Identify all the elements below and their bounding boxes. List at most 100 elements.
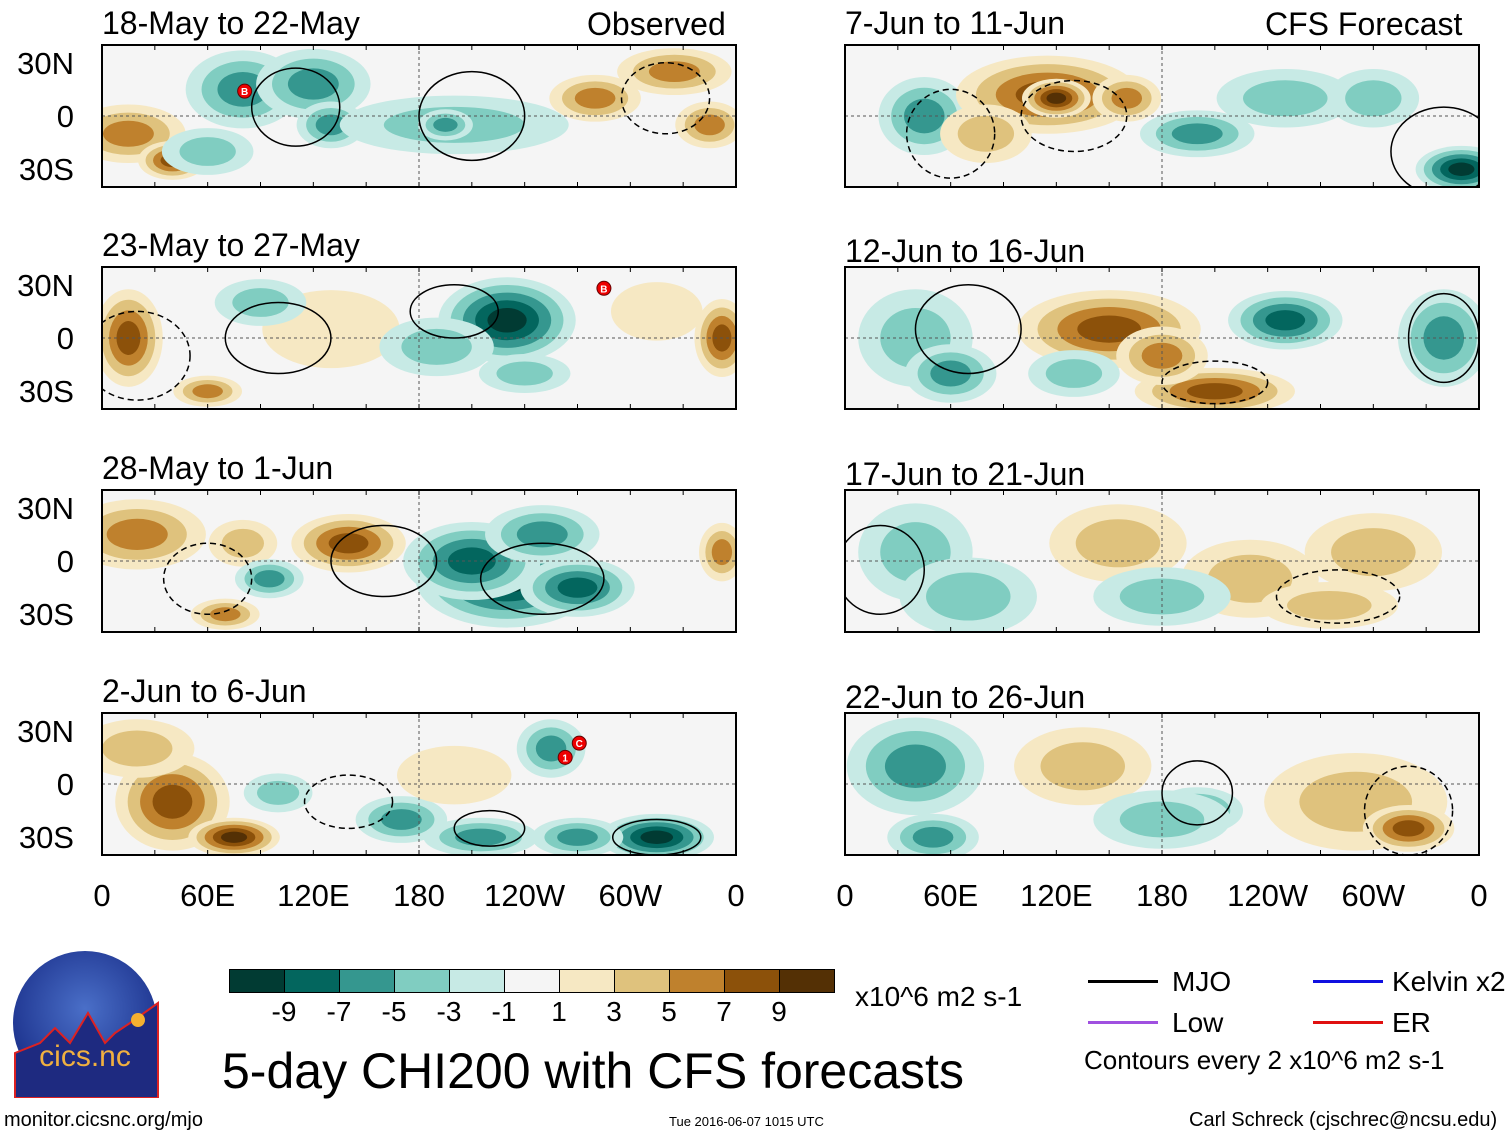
- colorbar: [229, 969, 835, 993]
- mjo-contour: [453, 809, 526, 847]
- anomaly-fill: [1265, 310, 1306, 331]
- panel-title: 18-May to 22-May: [102, 5, 360, 41]
- mjo-contour: [620, 62, 711, 135]
- map-panel: [101, 489, 737, 633]
- anomaly-fill: [256, 780, 300, 805]
- lat-label: 30S: [18, 820, 74, 856]
- colorbar-swatch: [560, 970, 615, 992]
- panel-title: 23-May to 27-May: [102, 227, 360, 263]
- panel-title: 28-May to 1-Jun: [102, 450, 334, 486]
- panel-title: 7-Jun to 11-Jun: [845, 5, 1065, 41]
- mjo-contour: [103, 310, 191, 401]
- legend-kelvin-line: [1313, 980, 1383, 983]
- lat-label: 30S: [18, 152, 74, 188]
- panel-title: 2-Jun to 6-Jun: [102, 673, 307, 709]
- colorbar-swatch: [725, 970, 780, 992]
- lat-label: 0: [56, 544, 74, 579]
- storm-marker-label: C: [576, 739, 583, 750]
- anomaly-fill: [1448, 162, 1475, 176]
- storm-marker-label: B: [241, 87, 248, 98]
- panel-title: 12-Jun to 16-Jun: [845, 233, 1086, 269]
- mjo-contour: [479, 542, 605, 615]
- anomaly-fill: [694, 114, 725, 136]
- colorbar-swatch: [450, 970, 505, 992]
- anomaly-fill: [648, 61, 700, 83]
- mjo-contour: [250, 67, 341, 147]
- storm-marker-icon: [237, 83, 253, 99]
- cics-logo: cics.nc: [13, 951, 159, 1098]
- anomaly-fill: [103, 120, 154, 147]
- anomaly-fill: [1119, 801, 1205, 838]
- anomaly-fill: [610, 282, 703, 341]
- lon-label: 0: [1470, 878, 1488, 913]
- anomaly-fill: [192, 384, 223, 399]
- mjo-contour: [303, 774, 394, 830]
- anomaly-fill: [487, 307, 527, 333]
- map-panel: B: [101, 266, 737, 410]
- colorbar-swatch: [615, 970, 670, 992]
- storm-marker-icon: [596, 280, 612, 296]
- lat-label: 30S: [18, 374, 74, 410]
- colorbar-label: -3: [436, 996, 462, 1027]
- observed-header: Observed: [587, 6, 726, 42]
- lon-label: 0: [93, 878, 111, 913]
- lon-label: 180: [1136, 878, 1188, 913]
- anomaly-fill: [254, 570, 285, 588]
- lon-label: 180: [393, 878, 445, 913]
- anomaly-fill: [106, 518, 168, 550]
- colorbar-label: -1: [491, 996, 517, 1027]
- colorbar-label: 7: [716, 996, 732, 1027]
- anomaly-fill: [433, 117, 458, 132]
- mjo-contour: [846, 524, 925, 615]
- colorbar-swatch: [670, 970, 725, 992]
- figure-title: 5-day CHI200 with CFS forecasts: [222, 1043, 964, 1099]
- forecast-header: CFS Forecast: [1265, 6, 1463, 42]
- storm-marker-icon: [557, 749, 573, 765]
- anomaly-fill: [1423, 316, 1465, 360]
- anomaly-fill: [401, 328, 472, 365]
- legend-mjo: MJO: [1172, 966, 1232, 997]
- colorbar-label: -5: [381, 996, 407, 1027]
- colorbar-label: 9: [771, 996, 787, 1027]
- anomaly-fill: [574, 87, 616, 109]
- anomaly-fill: [381, 809, 422, 830]
- lon-label: 60W: [1341, 878, 1406, 913]
- colorbar-swatch: [505, 970, 560, 992]
- logo-text: cics.nc: [39, 1040, 131, 1073]
- anomaly-fill: [1171, 123, 1223, 145]
- anomaly-fill: [1046, 92, 1067, 104]
- legend-kelvin: Kelvin x2: [1392, 966, 1506, 997]
- lat-label: 0: [56, 321, 74, 356]
- colorbar-label: -9: [271, 996, 297, 1027]
- lon-label: 60E: [180, 878, 236, 913]
- source-url[interactable]: monitor.cicsnc.org/mjo: [4, 1109, 203, 1131]
- legend-low-line: [1088, 1021, 1158, 1024]
- anomaly-fill: [640, 830, 674, 844]
- anomaly-fill: [496, 361, 553, 386]
- mjo-contour: [1161, 760, 1234, 826]
- anomaly-fill: [315, 114, 347, 136]
- lon-label: 60W: [598, 878, 663, 913]
- mjo-contour: [162, 542, 253, 615]
- colorbar-swatch: [285, 970, 340, 992]
- map-panel: [844, 712, 1480, 856]
- anomaly-fill: [1287, 590, 1372, 620]
- anomaly-fill: [287, 68, 339, 100]
- lon-label: 0: [727, 878, 745, 913]
- anomaly-fill: [103, 730, 173, 767]
- panel-title: 17-Jun to 21-Jun: [845, 456, 1086, 492]
- mjo-contour: [1390, 106, 1480, 188]
- anomaly-fill: [1331, 528, 1416, 577]
- anomaly-fill: [926, 572, 1011, 621]
- lat-label: 30N: [17, 713, 74, 749]
- map-panel: [844, 489, 1480, 633]
- mjo-contour: [1275, 569, 1401, 624]
- colorbar-swatch: [230, 970, 285, 992]
- lat-label: 30N: [17, 45, 74, 81]
- map-panel: [844, 44, 1480, 188]
- mjo-contour: [330, 524, 438, 598]
- lon-label: 0: [836, 878, 854, 913]
- storm-marker-icon: [571, 735, 587, 751]
- colorbar-label: 1: [551, 996, 567, 1027]
